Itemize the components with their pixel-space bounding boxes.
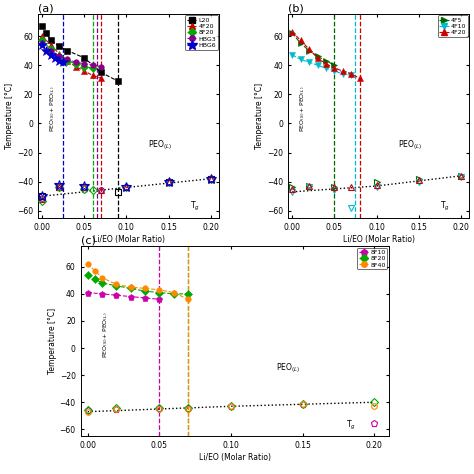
- X-axis label: Li/EO (Molar Ratio): Li/EO (Molar Ratio): [92, 235, 164, 244]
- Text: T$_g$: T$_g$: [190, 200, 200, 213]
- Text: PEO$_{(L)}$: PEO$_{(L)}$: [276, 362, 301, 375]
- Text: PEO$_{(S)}$+ PEO$_{(L)}$: PEO$_{(S)}$+ PEO$_{(L)}$: [102, 311, 110, 358]
- Text: T$_g$: T$_g$: [346, 419, 356, 432]
- Text: (c): (c): [81, 236, 95, 246]
- Legend: L20, 4F20, 8F20, HBG3, HBG6: L20, 4F20, 8F20, HBG3, HBG6: [185, 16, 218, 50]
- Text: PEO$_{(S)}$+ PEO$_{(L)}$: PEO$_{(S)}$+ PEO$_{(L)}$: [49, 86, 57, 132]
- X-axis label: Li/EO (Molar Ratio): Li/EO (Molar Ratio): [199, 453, 271, 462]
- Text: PEO$_{(S)}$+ PEO$_{(L)}$: PEO$_{(S)}$+ PEO$_{(L)}$: [299, 86, 307, 132]
- Legend: 8F10, 8F20, 8F40: 8F10, 8F20, 8F40: [357, 248, 387, 270]
- Text: (b): (b): [288, 3, 304, 13]
- Y-axis label: Temperature [°C]: Temperature [°C]: [5, 83, 14, 149]
- Text: PEO$_{(L)}$: PEO$_{(L)}$: [148, 138, 172, 152]
- Text: T$_g$: T$_g$: [440, 200, 450, 213]
- Legend: 4F5, 4F10, 4F20: 4F5, 4F10, 4F20: [438, 16, 468, 37]
- Y-axis label: Temperature [°C]: Temperature [°C]: [255, 83, 264, 149]
- X-axis label: Li/EO (Molar Ratio): Li/EO (Molar Ratio): [343, 235, 415, 244]
- Text: PEO$_{(L)}$: PEO$_{(L)}$: [398, 138, 422, 152]
- Text: (a): (a): [38, 3, 54, 13]
- Y-axis label: Temperature [°C]: Temperature [°C]: [48, 308, 57, 374]
